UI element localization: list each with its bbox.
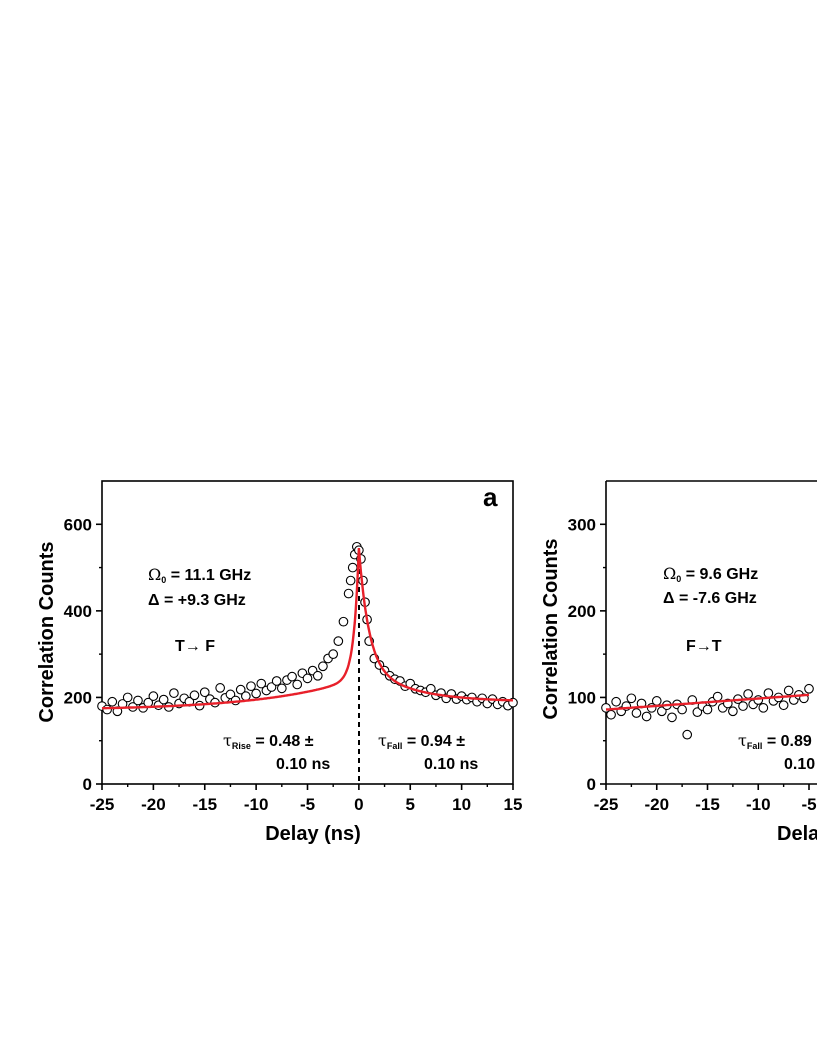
panel-b-x-tick-label: -20: [644, 795, 669, 814]
panel-b-rabi-frequency: Ω0 = 9.6 GHz: [663, 564, 758, 584]
panel-a-data-point: [276, 683, 287, 694]
panel-a-data-point: [318, 661, 328, 672]
panel-b-y-axis-label: Correlation Counts: [540, 538, 562, 719]
panel-a-fit-curve: [101, 548, 514, 710]
panel-b-data-point: [651, 696, 662, 706]
panel-a-data-point: [246, 681, 256, 692]
panel-b-x-axis-label: Delay (ns): [777, 823, 817, 845]
panel-b-detuning: Δ = -7.6 GHz: [663, 590, 757, 607]
panel-b-data-point: [667, 712, 677, 723]
panel-b-data-point: [606, 709, 616, 720]
panel-b-y-tick-label: 200: [568, 602, 596, 621]
panel-a-tau-rise: τRise = 0.48 ±: [223, 731, 314, 751]
panel-a-data-point: [345, 575, 356, 586]
panel-b-data-point: [631, 708, 642, 718]
panel-a-data-point: [287, 671, 297, 682]
panel-a-data-point: [343, 588, 354, 599]
panel-b-ticks: -25 -20 -15 -10 -5 0 100 200 300: [568, 515, 817, 814]
panel-b-data-point: [692, 707, 703, 717]
panel-a-x-axis-label: Delay (ns): [265, 823, 361, 845]
panel-b-data-point: [738, 701, 748, 711]
panel-b-data-points: [601, 683, 814, 740]
panel-a-y-axis-label: Correlation Counts: [36, 541, 58, 722]
panel-b: -25 -20 -15 -10 -5 0 100 200 300 Ω0 = 9.6 GHz Δ …: [540, 480, 817, 845]
panel-b-data-point: [626, 693, 637, 704]
panel-b-data-point: [778, 700, 789, 711]
panel-a-data-point: [271, 676, 282, 686]
panel-b-data-point: [763, 688, 774, 698]
panel-a-tau-rise-error: 0.10 ns: [276, 756, 330, 773]
panel-a-tau-fall: τFall = 0.94 ±: [378, 731, 465, 751]
panel-b-y-tick-label: 100: [568, 688, 596, 707]
panel-a-data-point: [312, 670, 323, 681]
panel-a-data-point: [199, 687, 210, 698]
panel-a-data-point: [215, 683, 226, 693]
panel-a-data-point: [133, 695, 143, 706]
panel-b-data-point: [743, 689, 753, 699]
panel-b-data-point: [611, 696, 622, 707]
panel-b-tau-fall-error: 0.10: [784, 756, 815, 773]
panel-a-data-point: [189, 690, 200, 701]
panel-a-tau-fall-error: 0.10 ns: [424, 756, 478, 773]
panel-b-x-tick-label: -25: [594, 795, 619, 814]
panel-a-data-point: [302, 673, 313, 684]
panel-a-data-point: [235, 684, 246, 695]
panel-b-data-point: [656, 706, 667, 717]
panel-a-data-point: [169, 688, 179, 698]
panel-b-data-point: [641, 711, 652, 722]
panel-b-data-point: [728, 706, 738, 717]
panel-b-y-tick-label: 300: [568, 515, 596, 534]
panel-b-x-tick-label: -10: [746, 795, 771, 814]
panel-b-fit-curve: [605, 693, 810, 711]
panel-b-data-point: [783, 685, 794, 696]
panel-a-x-tick-label: 10: [452, 795, 471, 814]
panel-b-data-point: [753, 695, 764, 705]
panel-b-data-point: [702, 704, 713, 715]
panel-b-data-point: [677, 704, 687, 715]
panel-b-data-point: [758, 702, 769, 713]
panel-a-x-tick-label: -15: [192, 795, 217, 814]
panel-a-x-tick-label: -10: [244, 795, 269, 814]
panel-b-transition: F→T: [686, 638, 722, 655]
panel-a-data-point: [292, 679, 303, 690]
panel-a-transition: T→ F: [175, 638, 215, 655]
panel-a-data-point: [158, 694, 169, 705]
panel-a-rabi-frequency: Ω0 = 11.1 GHz: [148, 565, 251, 585]
panel-a-data-point: [256, 678, 267, 689]
panel-a-data-point: [333, 636, 344, 647]
panel-a-data-point: [225, 689, 236, 700]
panel-a-data-point: [251, 688, 261, 699]
panel-a-x-tick-label: -25: [90, 795, 115, 814]
panel-a-data-point: [328, 649, 339, 659]
panel-a-label: a: [483, 482, 498, 512]
panel-b-tau-fall: τFall = 0.89: [738, 731, 812, 751]
panel-a-x-tick-label: -20: [141, 795, 166, 814]
panel-b-y-tick-label: 0: [587, 775, 596, 794]
panel-a-detuning: Δ = +9.3 GHz: [148, 592, 246, 609]
panel-a-ticks: -25 -20 -15 -10 -5 0 5 10 15 0 200 400 600: [64, 515, 523, 814]
panel-a-x-tick-label: 0: [354, 795, 363, 814]
panel-a-y-tick-label: 600: [64, 515, 92, 534]
panel-a: -25 -20 -15 -10 -5 0 5 10 15 0 200 400 600 a Ω0 = 11…: [36, 480, 523, 845]
panel-b-x-tick-label: -15: [695, 795, 720, 814]
panel-b-data-point: [804, 683, 814, 694]
panel-a-x-tick-label: 15: [504, 795, 523, 814]
panel-b-data-point: [712, 691, 723, 702]
panel-a-data-point: [338, 616, 349, 627]
panel-a-x-tick-label: -5: [300, 795, 315, 814]
panel-a-x-tick-label: 5: [406, 795, 415, 814]
panel-a-data-point: [107, 696, 118, 707]
panel-a-data-point: [148, 691, 159, 701]
panel-a-data-point: [122, 692, 133, 703]
panel-a-data-point: [241, 691, 251, 701]
panel-b-x-tick-label: -5: [801, 795, 816, 814]
panel-a-y-tick-label: 400: [64, 602, 92, 621]
panel-a-y-tick-label: 0: [83, 775, 92, 794]
panel-a-data-point: [266, 682, 277, 692]
panel-b-data-point: [682, 729, 693, 740]
panel-a-data-point: [102, 704, 112, 715]
panel-a-data-point: [347, 562, 358, 573]
panel-a-y-tick-label: 200: [64, 688, 92, 707]
